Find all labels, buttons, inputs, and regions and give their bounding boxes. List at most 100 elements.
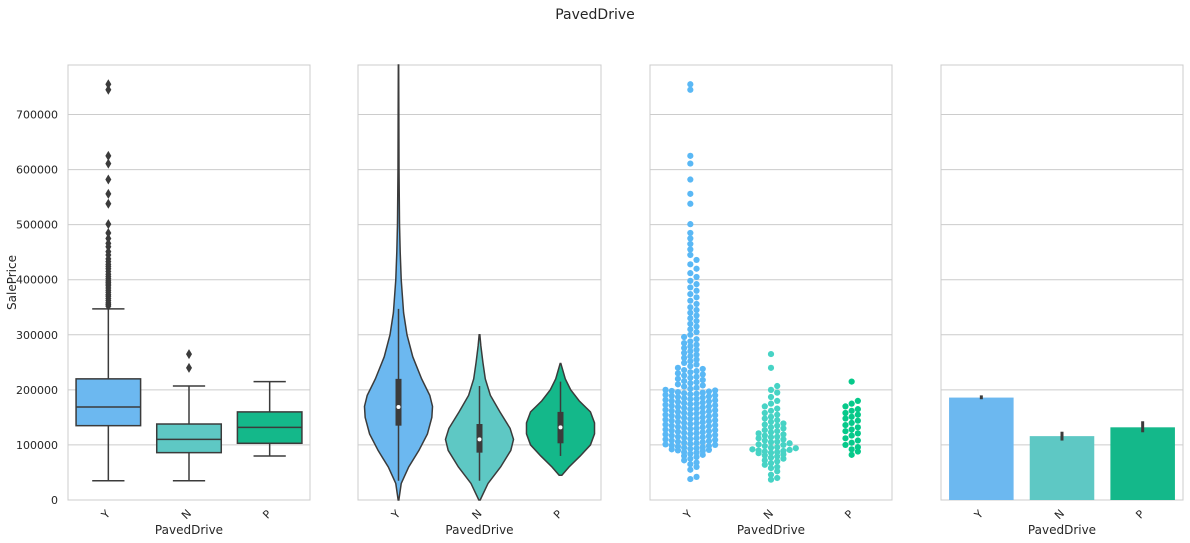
swarm-point-y [705, 388, 713, 395]
swarm-point-n [755, 441, 762, 448]
swarm-point-y [681, 404, 688, 412]
swarm-point-y [668, 432, 675, 439]
x-tick-label-p: P [551, 507, 565, 521]
swarm-point-y [693, 336, 700, 343]
swarm-point-y [693, 294, 700, 301]
swarm-point-y [668, 397, 675, 404]
swarm-point-y [681, 444, 688, 451]
swarm-point-y [699, 419, 706, 426]
swarm-point-y [705, 428, 713, 435]
swarm-point-y [693, 390, 700, 397]
swarm-point-p [854, 430, 861, 437]
swarm-point-y [674, 393, 682, 401]
swarm-point-y [687, 152, 694, 159]
swarm-point-y [687, 363, 694, 370]
swarm-point-y [693, 317, 700, 325]
swarm-point-y [705, 418, 713, 425]
y-tick-label: 300000 [16, 329, 58, 342]
swarm-point-y [705, 442, 713, 450]
swarm-point-y [705, 437, 713, 445]
swarm-point-n [774, 405, 781, 412]
swarm-point-y [699, 409, 706, 416]
swarm-point-y [693, 351, 700, 358]
swarm-point-y [687, 396, 694, 403]
swarm-point-y [687, 348, 694, 355]
swarm-point-n [755, 447, 762, 454]
swarm-point-n [767, 439, 775, 446]
swarm-point-y [662, 436, 669, 443]
swarm-point-n [767, 429, 775, 436]
x-tick-label-n: N [179, 507, 194, 522]
swarm-point-n [767, 444, 775, 451]
x-tick-label-y: Y [388, 507, 403, 522]
swarm-point-y [668, 427, 675, 434]
swarm-point-p [854, 424, 861, 431]
swarm-point-y [681, 354, 688, 362]
swarm-point-y [693, 445, 700, 452]
swarm-point-y [712, 422, 719, 429]
y-tick-label: 0 [51, 494, 58, 507]
swarm-point-y [712, 387, 719, 394]
swarm-point-p [848, 446, 855, 453]
swarm-point-p [842, 415, 849, 422]
swarm-point-y [687, 420, 694, 428]
swarm-point-y [674, 388, 682, 396]
swarm-point-n [761, 426, 768, 434]
swarm-point-y [687, 246, 694, 253]
swarm-point-y [693, 415, 700, 422]
x-tick-label-p: P [842, 507, 856, 521]
swarm-point-p [848, 432, 855, 439]
swarm-point-p [842, 403, 849, 410]
violin-iqr-box [395, 378, 402, 426]
outlier-point [186, 349, 192, 360]
swarm-point-p [854, 448, 861, 455]
swarm-point-p [848, 426, 855, 433]
swarm-point-n [780, 455, 787, 462]
swarm-point-y [687, 251, 694, 259]
swarm-point-n [780, 436, 787, 443]
swarm-point-y [693, 328, 700, 336]
box-n [155, 423, 223, 454]
swarm-point-y [687, 466, 694, 473]
swarm-point-y [693, 368, 700, 375]
swarm-point-y [662, 431, 669, 438]
swarm-point-y [687, 411, 694, 418]
swarm-point-y [681, 383, 688, 390]
swarm-point-n [774, 468, 781, 475]
y-tick-label: 500000 [16, 219, 58, 232]
swarm-point-y [687, 290, 694, 298]
swarm-point-y [712, 392, 719, 399]
x-tick-label-n: N [761, 507, 776, 522]
swarm-point-p [854, 417, 861, 424]
swarm-point-y [699, 382, 706, 389]
swarm-point-y [693, 435, 700, 442]
swarm-point-y [662, 386, 669, 393]
outlier-point [105, 84, 112, 95]
swarm-point-y [681, 448, 688, 456]
swarm-point-y [674, 438, 682, 445]
swarm-point-y [693, 379, 700, 386]
swarm-point-y [674, 375, 682, 382]
swarm-point-n [767, 386, 775, 393]
swarm-point-y [687, 326, 694, 333]
swarm-point-y [674, 423, 682, 430]
swarm-point-y [668, 442, 675, 449]
swarm-point-n [755, 430, 762, 437]
swarm-point-y [687, 81, 694, 88]
swarm-point-y [693, 430, 700, 437]
boxplot-panel: 0 100000 200000 300000 400000 500000 600000 700… [5, 64, 311, 537]
swarm-point-y [668, 392, 675, 400]
swarm-point-y [681, 395, 688, 402]
swarm-point-n [767, 449, 775, 456]
swarm-point-n [761, 421, 768, 428]
swarm-point-y [668, 412, 675, 419]
swarm-point-y [674, 418, 682, 425]
swarm-point-y [687, 338, 694, 345]
swarm-point-n [767, 424, 775, 431]
swarm-point-y [687, 343, 694, 350]
swarm-point-y [687, 235, 694, 242]
swarm-point-y [712, 431, 719, 439]
swarm-point-y [687, 445, 694, 452]
swarm-point-y [693, 440, 700, 447]
swarm-point-y [668, 407, 675, 414]
